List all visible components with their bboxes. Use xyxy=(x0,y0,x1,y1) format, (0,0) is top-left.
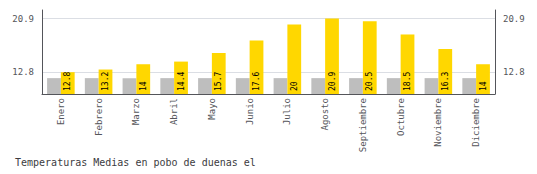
svg-text:Temperaturas Medias en pobo de: Temperaturas Medias en pobo de duenas el xyxy=(15,157,256,168)
svg-text:14: 14 xyxy=(479,81,488,91)
svg-text:Agosto: Agosto xyxy=(320,98,330,131)
svg-text:12.8: 12.8 xyxy=(503,67,525,77)
svg-text:13.2: 13.2 xyxy=(101,72,110,91)
svg-text:20.9: 20.9 xyxy=(12,14,34,24)
svg-text:Septiembre: Septiembre xyxy=(358,98,368,152)
svg-text:20.9: 20.9 xyxy=(328,72,337,91)
svg-text:Mayo: Mayo xyxy=(207,98,217,120)
svg-text:14.4: 14.4 xyxy=(177,72,186,91)
svg-text:Julio: Julio xyxy=(282,98,292,125)
svg-text:Marzo: Marzo xyxy=(131,98,141,125)
svg-text:Junio: Junio xyxy=(245,98,255,125)
svg-text:20: 20 xyxy=(290,81,299,91)
svg-text:Enero: Enero xyxy=(56,98,66,125)
svg-text:Febrero: Febrero xyxy=(94,98,104,136)
svg-text:18.5: 18.5 xyxy=(403,72,412,91)
svg-text:20.9: 20.9 xyxy=(503,14,525,24)
svg-text:Octubre: Octubre xyxy=(396,98,406,136)
svg-text:Abril: Abril xyxy=(169,98,179,125)
svg-text:14: 14 xyxy=(139,81,148,91)
svg-text:15.7: 15.7 xyxy=(214,72,223,91)
svg-text:16.3: 16.3 xyxy=(441,72,450,91)
svg-text:Diciembre: Diciembre xyxy=(471,98,481,147)
svg-text:17.6: 17.6 xyxy=(252,72,261,91)
svg-text:Noviembre: Noviembre xyxy=(433,98,443,147)
svg-text:12.8: 12.8 xyxy=(12,67,34,77)
svg-text:12.8: 12.8 xyxy=(63,72,72,91)
svg-text:20.5: 20.5 xyxy=(365,72,374,91)
